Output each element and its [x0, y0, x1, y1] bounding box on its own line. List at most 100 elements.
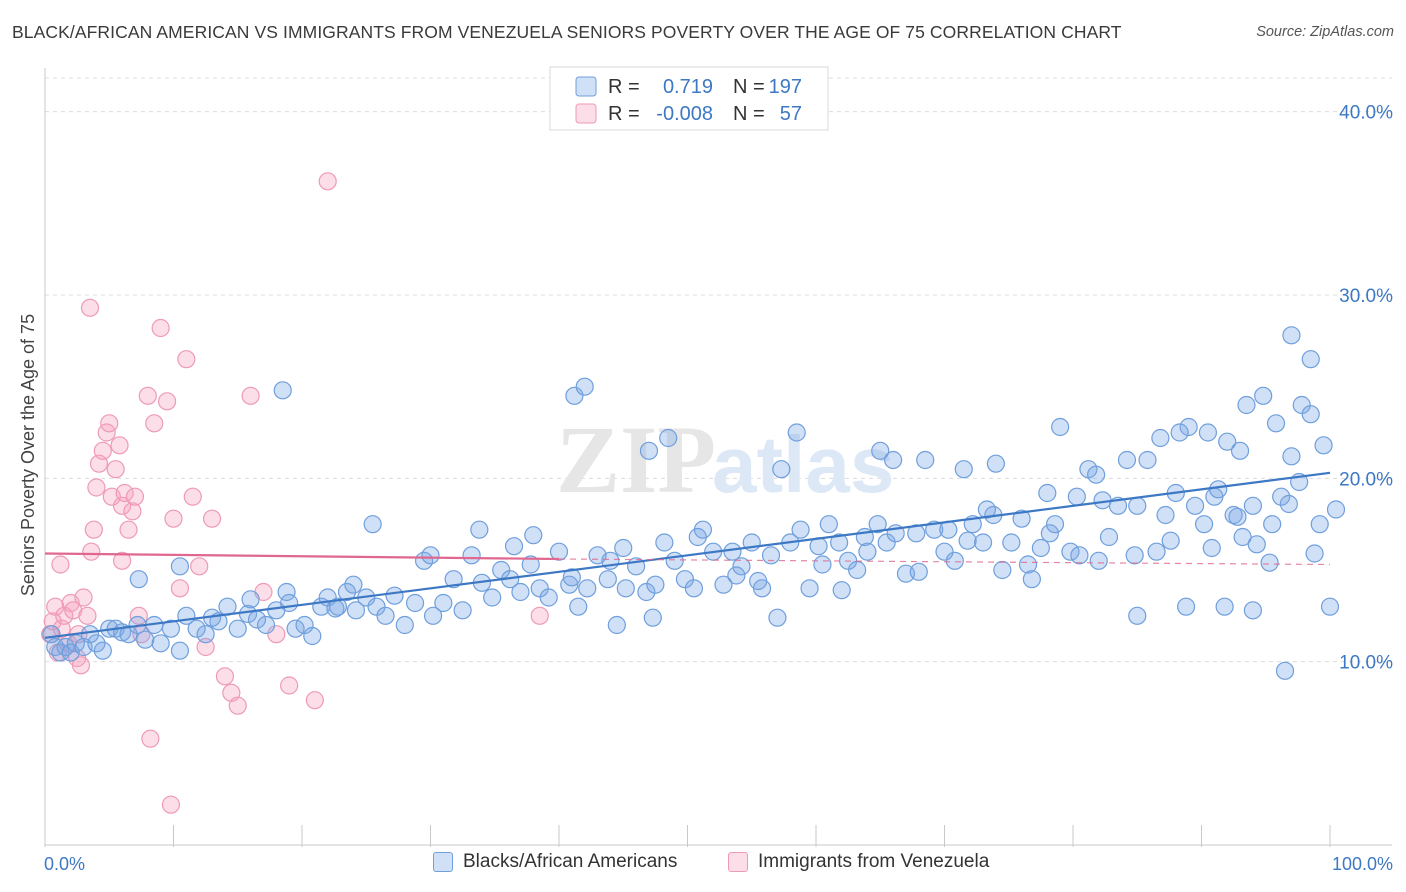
point-venezuela-34 — [164, 509, 183, 528]
point-black-166 — [1218, 432, 1237, 451]
trend-line-venezuela-dashed — [558, 558, 1331, 566]
point-black-203 — [1260, 553, 1279, 572]
point-black-131 — [1243, 496, 1263, 515]
point-black-18 — [161, 619, 181, 638]
grid-lines — [45, 77, 1392, 663]
point-black-149 — [614, 538, 633, 558]
point-venezuela-10 — [71, 656, 91, 675]
point-venezuela-25 — [119, 520, 138, 539]
point-venezuela-12 — [78, 606, 97, 625]
point-black-188 — [768, 608, 787, 627]
point-black-28 — [256, 615, 276, 635]
point-black-178 — [344, 575, 363, 594]
point-black-116 — [1099, 527, 1119, 547]
point-black-184 — [643, 608, 662, 627]
point-black-196 — [1045, 515, 1065, 534]
point-black-112 — [1061, 542, 1080, 561]
point-black-108 — [1022, 570, 1041, 589]
y-axis-label: Seniors Poverty Over the Age of 75 — [18, 314, 38, 596]
point-black-179 — [421, 546, 440, 565]
legend-swatch-pink — [575, 103, 597, 124]
point-venezuela-48 — [305, 691, 324, 710]
point-black-38 — [346, 601, 366, 620]
legend-r-label-1: R = — [608, 76, 640, 98]
legend-n-label-1: N = — [733, 76, 765, 98]
point-black-187 — [749, 571, 768, 591]
axes — [44, 68, 1392, 847]
point-black-3 — [56, 637, 75, 657]
point-black-78 — [732, 557, 751, 576]
point-black-115 — [1089, 551, 1108, 570]
point-black-141 — [565, 386, 584, 405]
point-black-121 — [1147, 542, 1166, 561]
point-black-62 — [578, 579, 597, 598]
legend-box: R = 0.719 N = 197 R = -0.008 N = 57 — [549, 66, 829, 131]
legend-r-value-1: 0.719 — [663, 76, 713, 98]
point-black-71 — [665, 551, 684, 570]
point-black-168 — [1266, 414, 1286, 433]
point-black-158 — [986, 454, 1006, 473]
watermark-zip: ZIP — [556, 406, 716, 513]
legend-n-label-2: N = — [733, 103, 765, 125]
point-black-36 — [328, 597, 348, 616]
point-venezuela-21 — [106, 460, 125, 479]
point-black-128 — [1215, 597, 1234, 616]
point-black-144 — [1179, 417, 1198, 437]
point-black-156 — [871, 441, 890, 460]
point-black-119 — [1128, 496, 1147, 515]
point-black-19 — [170, 641, 190, 660]
point-black-21 — [187, 619, 206, 638]
point-venezuela-17 — [93, 441, 112, 460]
point-black-160 — [1038, 483, 1057, 503]
point-black-182 — [562, 568, 581, 587]
point-black-106 — [1002, 533, 1021, 552]
point-black-204 — [1279, 494, 1298, 514]
point-black-172 — [1314, 436, 1333, 455]
point-black-193 — [958, 531, 977, 550]
point-black-15 — [136, 630, 155, 649]
point-black-58 — [539, 588, 558, 607]
point-black-143 — [1198, 423, 1218, 442]
x-tick-labels: 0.0% 100.0% — [44, 854, 1393, 874]
point-black-159 — [939, 520, 958, 539]
point-black-148 — [504, 537, 524, 556]
point-black-147 — [1243, 601, 1263, 620]
point-black-151 — [129, 570, 148, 589]
bottom-legend-venezuela: Immigrants from Venezuela — [728, 851, 989, 873]
point-black-33 — [303, 626, 322, 646]
point-venezuela-27 — [125, 487, 145, 506]
point-black-96 — [907, 524, 926, 543]
point-black-88 — [830, 533, 849, 552]
point-venezuela-28 — [129, 606, 148, 625]
point-black-202 — [1247, 535, 1266, 554]
point-black-91 — [858, 542, 877, 561]
point-venezuela-47 — [280, 676, 299, 695]
point-black-30 — [277, 582, 296, 602]
point-black-97 — [916, 450, 935, 470]
point-venezuela-39 — [196, 637, 215, 657]
point-venezuela-14 — [84, 520, 103, 539]
point-venezuela-37 — [183, 487, 202, 506]
point-black-107 — [1012, 509, 1031, 528]
y-tick-label-1: 20.0% — [1339, 469, 1393, 490]
point-black-22 — [196, 625, 215, 644]
point-black-167 — [1230, 441, 1250, 460]
point-black-125 — [1185, 496, 1205, 515]
point-venezuela-53 — [51, 555, 70, 574]
trend-line-venezuela — [44, 552, 560, 561]
point-black-109 — [1031, 538, 1050, 558]
point-venezuela-56 — [530, 606, 549, 625]
point-black-111 — [1051, 417, 1070, 437]
point-black-61 — [569, 597, 588, 616]
point-black-99 — [935, 542, 954, 561]
point-venezuela-26 — [123, 502, 142, 521]
point-black-198 — [1125, 546, 1144, 565]
point-black-113 — [1070, 546, 1089, 565]
legend-n-value-2: 57 — [780, 103, 802, 125]
point-black-84 — [791, 520, 810, 539]
point-black-90 — [848, 560, 867, 580]
point-black-170 — [1282, 326, 1301, 345]
point-black-87 — [819, 515, 838, 534]
point-black-137 — [1301, 405, 1320, 424]
point-black-44 — [405, 593, 425, 613]
